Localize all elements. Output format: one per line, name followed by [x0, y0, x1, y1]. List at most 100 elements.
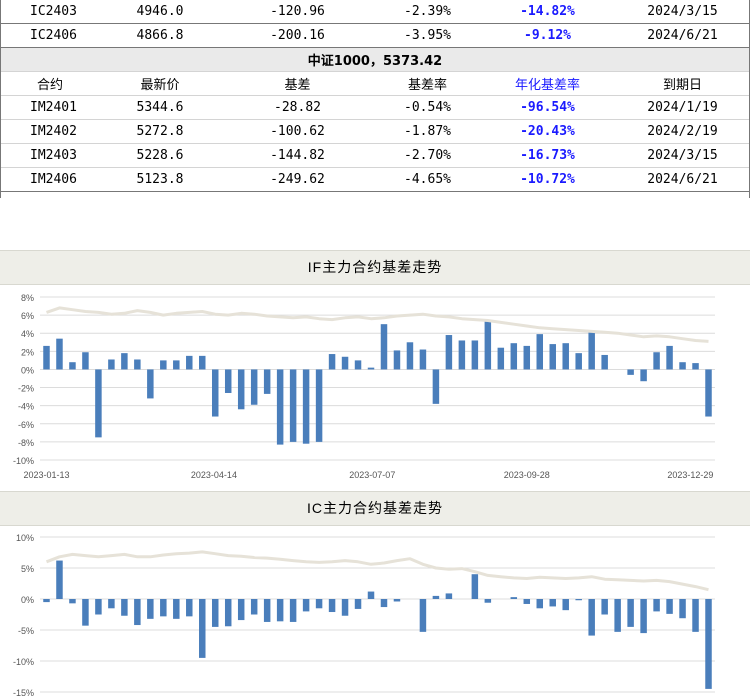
- basis-bar: [588, 599, 595, 636]
- basis-bar: [432, 369, 440, 404]
- basis-bar: [160, 599, 167, 617]
- contract-cell: IC2406: [0, 23, 100, 48]
- basis-bar: [445, 593, 453, 599]
- table-header-row: 合约 最新价 基差 基差率 年化基差率 到期日: [0, 71, 750, 96]
- basis-bar: [575, 599, 582, 601]
- x-tick-label: 2023-09-28: [504, 470, 550, 480]
- price-cell: 5123.8: [100, 167, 220, 192]
- basis-bar: [692, 599, 699, 632]
- price-cell: 5272.8: [100, 119, 220, 144]
- contract-cell: IM2401: [0, 95, 100, 120]
- header-basis-rate: 基差率: [375, 71, 480, 96]
- basis-bar: [186, 355, 193, 370]
- basis-bar: [302, 369, 310, 444]
- x-tick-label: 2023-04-14: [191, 470, 237, 480]
- x-tick-label: 2023-07-07: [349, 470, 395, 480]
- price-cell: 5344.6: [100, 95, 220, 120]
- price-cell: 4946.0: [100, 0, 220, 24]
- annualized-basis-line: [46, 306, 709, 343]
- basis-bar: [627, 369, 634, 375]
- basis-bar: [289, 369, 297, 442]
- x-tick-label: 2023-12-29: [667, 470, 713, 480]
- basis-bar: [471, 574, 479, 599]
- basis-bar: [263, 599, 271, 622]
- basis-bar: [367, 591, 375, 599]
- basis-bar: [186, 599, 193, 617]
- basis-bar: [108, 359, 115, 370]
- annual-rate-cell: -16.73%: [480, 143, 615, 168]
- basis-bar: [250, 369, 258, 405]
- basis-bar: [69, 362, 76, 370]
- basis-bar: [43, 599, 50, 603]
- basis-bar: [263, 369, 271, 394]
- basis-bar: [224, 599, 232, 627]
- basis-bar: [588, 332, 595, 370]
- y-tick-label: 10%: [16, 533, 34, 543]
- header-price: 最新价: [100, 71, 220, 96]
- basis-bar: [302, 599, 310, 612]
- y-tick-label: 4%: [21, 329, 34, 339]
- basis-cell: -249.62: [220, 167, 375, 192]
- header-basis: 基差: [220, 71, 375, 96]
- basis-bar: [82, 352, 89, 370]
- y-tick-label: 2%: [21, 347, 34, 357]
- basis-bar: [575, 353, 582, 370]
- basis-bar: [458, 340, 466, 370]
- y-tick-label: -15%: [13, 688, 34, 698]
- basis-bar: [134, 359, 141, 370]
- basis-bar: [199, 355, 206, 370]
- basis-bar: [445, 335, 453, 370]
- expiry-cell: 2024/3/15: [615, 0, 750, 24]
- basis-bar: [510, 343, 518, 370]
- basis-bar: [108, 599, 115, 609]
- table-row: IC2406 4866.8 -200.16 -3.95% -9.12% 2024…: [0, 23, 750, 48]
- y-tick-label: 8%: [21, 293, 34, 303]
- basis-bar: [536, 334, 544, 370]
- expiry-cell: 2024/6/21: [615, 167, 750, 192]
- annualized-basis-line: [45, 550, 709, 592]
- basis-bar: [419, 349, 427, 370]
- basis-bar: [705, 369, 712, 417]
- contract-cell: IM2402: [0, 119, 100, 144]
- ic-basis-chart: 10% 5% 0% -5% -10% -15%: [13, 533, 715, 698]
- annual-rate-cell: -10.72%: [480, 167, 615, 192]
- basis-bar: [627, 599, 634, 627]
- basis-bar: [147, 369, 154, 399]
- basis-bar: [419, 599, 427, 632]
- basis-bar: [562, 599, 569, 611]
- basis-cell: -144.82: [220, 143, 375, 168]
- basis-bar: [393, 599, 401, 602]
- basis-bar: [562, 343, 569, 370]
- basis-bar: [328, 599, 336, 613]
- annual-rate-cell: -9.12%: [480, 23, 615, 48]
- if-chart-title: IF主力合约基差走势: [0, 250, 750, 285]
- y-tick-label: -8%: [18, 438, 34, 448]
- y-tick-label: 0%: [21, 365, 34, 375]
- basis-bar: [601, 354, 608, 370]
- basis-bar: [95, 599, 102, 615]
- annual-rate-cell: -96.54%: [480, 95, 615, 120]
- basis-bar: [354, 360, 362, 370]
- header-contract: 合约: [0, 71, 100, 96]
- basis-bar: [406, 342, 414, 370]
- y-tick-label: -5%: [18, 626, 34, 636]
- y-tick-label: 5%: [21, 564, 34, 574]
- basis-bar: [549, 344, 556, 370]
- if-basis-chart: 8% 6% 4% 2% 0% -2% -4% -6% -8% -10% 2023-01-13 2023…: [13, 293, 715, 480]
- basis-cell: -200.16: [220, 23, 375, 48]
- basis-bar: [549, 599, 556, 607]
- y-tick-label: -2%: [18, 384, 34, 394]
- basis-bar: [666, 599, 673, 614]
- basis-bar: [276, 369, 284, 445]
- basis-bar: [315, 369, 323, 442]
- basis-bar: [380, 599, 388, 608]
- basis-bar: [471, 340, 479, 370]
- basis-bar: [614, 599, 621, 632]
- basis-rate-cell: -0.54%: [375, 95, 480, 120]
- basis-bar: [640, 599, 647, 634]
- basis-bar: [211, 369, 219, 417]
- basis-bar: [341, 599, 349, 616]
- basis-bar: [601, 599, 608, 615]
- basis-bar: [82, 599, 89, 626]
- basis-bar: [679, 599, 686, 619]
